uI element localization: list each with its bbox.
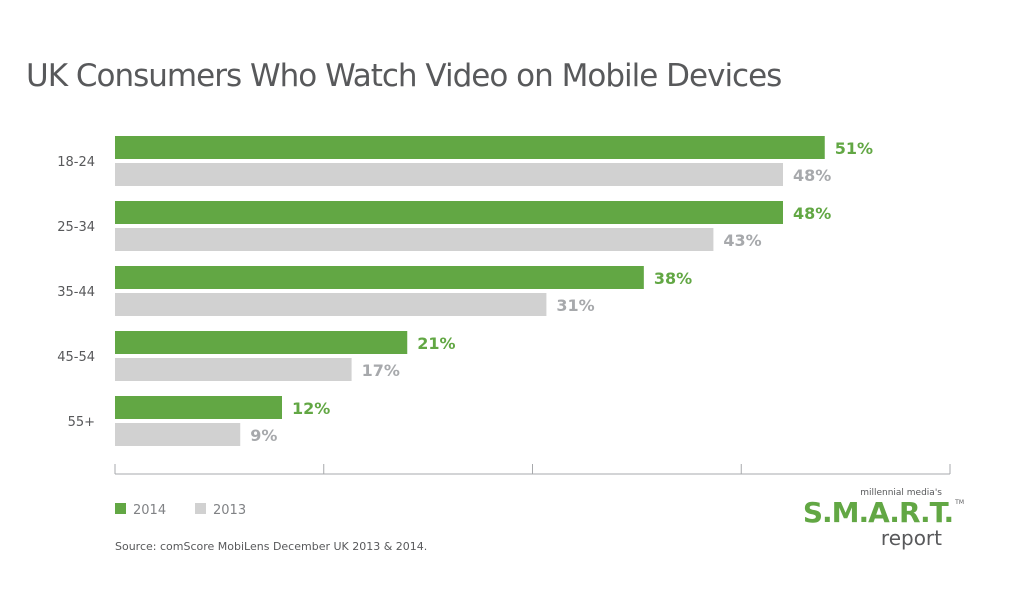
bar-2013 bbox=[115, 358, 352, 381]
data-label: 43% bbox=[723, 231, 761, 250]
bar-2014 bbox=[115, 396, 282, 419]
bar-2014 bbox=[115, 201, 783, 224]
data-label: 9% bbox=[250, 426, 277, 445]
bar-2014 bbox=[115, 266, 644, 289]
legend-label: 2014 bbox=[133, 503, 166, 518]
chart-title: UK Consumers Who Watch Video on Mobile D… bbox=[26, 58, 782, 94]
logo-name: S.M.A.R.T. bbox=[802, 496, 954, 529]
smart-report-logo: millennial media's S.M.A.R.T. TM report bbox=[803, 488, 964, 549]
data-label: 48% bbox=[793, 166, 831, 185]
legend-swatch-2014 bbox=[115, 503, 126, 514]
logo-tm: TM bbox=[955, 499, 964, 506]
legend-label: 2013 bbox=[213, 503, 246, 518]
data-label: 17% bbox=[362, 361, 400, 380]
bar-2013 bbox=[115, 163, 783, 186]
data-label: 12% bbox=[292, 399, 330, 418]
legend-swatch-2013 bbox=[195, 503, 206, 514]
category-label: 25-34 bbox=[57, 220, 95, 235]
logo-name-row: S.M.A.R.T. TM bbox=[803, 499, 964, 527]
data-label: 21% bbox=[417, 334, 455, 353]
bar-2014 bbox=[115, 136, 825, 159]
data-label: 31% bbox=[556, 296, 594, 315]
category-label: 35-44 bbox=[57, 285, 95, 300]
logo-tagline: millennial media's bbox=[860, 488, 942, 498]
bar-2013 bbox=[115, 293, 547, 316]
category-label: 45-54 bbox=[57, 350, 95, 365]
data-label: 38% bbox=[654, 269, 692, 288]
source-note: Source: comScore MobiLens December UK 20… bbox=[115, 540, 428, 553]
data-label: 51% bbox=[835, 139, 873, 158]
bar-2013 bbox=[115, 423, 241, 446]
data-label: 48% bbox=[793, 204, 831, 223]
bar-2013 bbox=[115, 228, 714, 251]
category-label: 18-24 bbox=[57, 155, 95, 170]
category-label: 55+ bbox=[68, 415, 95, 430]
logo-sub: report bbox=[880, 526, 942, 550]
bar-2014 bbox=[115, 331, 408, 354]
